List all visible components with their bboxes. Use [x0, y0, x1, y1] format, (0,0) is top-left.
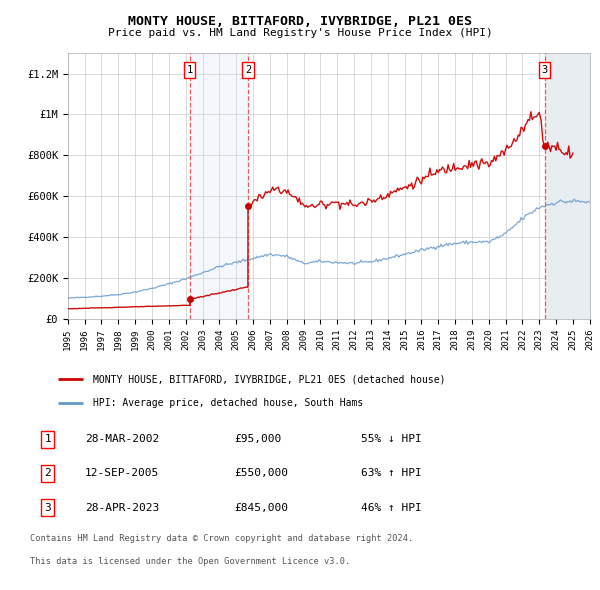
Text: 55% ↓ HPI: 55% ↓ HPI [361, 434, 422, 444]
Text: 46% ↑ HPI: 46% ↑ HPI [361, 503, 422, 513]
Text: Contains HM Land Registry data © Crown copyright and database right 2024.: Contains HM Land Registry data © Crown c… [30, 535, 413, 543]
Text: 1: 1 [44, 434, 51, 444]
Text: 28-APR-2023: 28-APR-2023 [85, 503, 160, 513]
Text: £845,000: £845,000 [234, 503, 288, 513]
Text: This data is licensed under the Open Government Licence v3.0.: This data is licensed under the Open Gov… [30, 557, 350, 566]
Text: 1: 1 [187, 65, 193, 75]
Text: 3: 3 [44, 503, 51, 513]
Bar [545, 53, 590, 319]
Text: 28-MAR-2002: 28-MAR-2002 [85, 434, 160, 444]
Text: Price paid vs. HM Land Registry's House Price Index (HPI): Price paid vs. HM Land Registry's House … [107, 28, 493, 38]
Text: 2: 2 [245, 65, 251, 75]
Text: £550,000: £550,000 [234, 468, 288, 478]
Text: 63% ↑ HPI: 63% ↑ HPI [361, 468, 422, 478]
Text: 12-SEP-2005: 12-SEP-2005 [85, 468, 160, 478]
Text: MONTY HOUSE, BITTAFORD, IVYBRIDGE, PL21 0ES: MONTY HOUSE, BITTAFORD, IVYBRIDGE, PL21 … [128, 15, 472, 28]
Text: 3: 3 [542, 65, 548, 75]
Bar [190, 53, 248, 319]
Text: HPI: Average price, detached house, South Hams: HPI: Average price, detached house, Sout… [94, 398, 364, 408]
Text: 2: 2 [44, 468, 51, 478]
Text: MONTY HOUSE, BITTAFORD, IVYBRIDGE, PL21 0ES (detached house): MONTY HOUSE, BITTAFORD, IVYBRIDGE, PL21 … [94, 374, 446, 384]
Text: £95,000: £95,000 [234, 434, 281, 444]
